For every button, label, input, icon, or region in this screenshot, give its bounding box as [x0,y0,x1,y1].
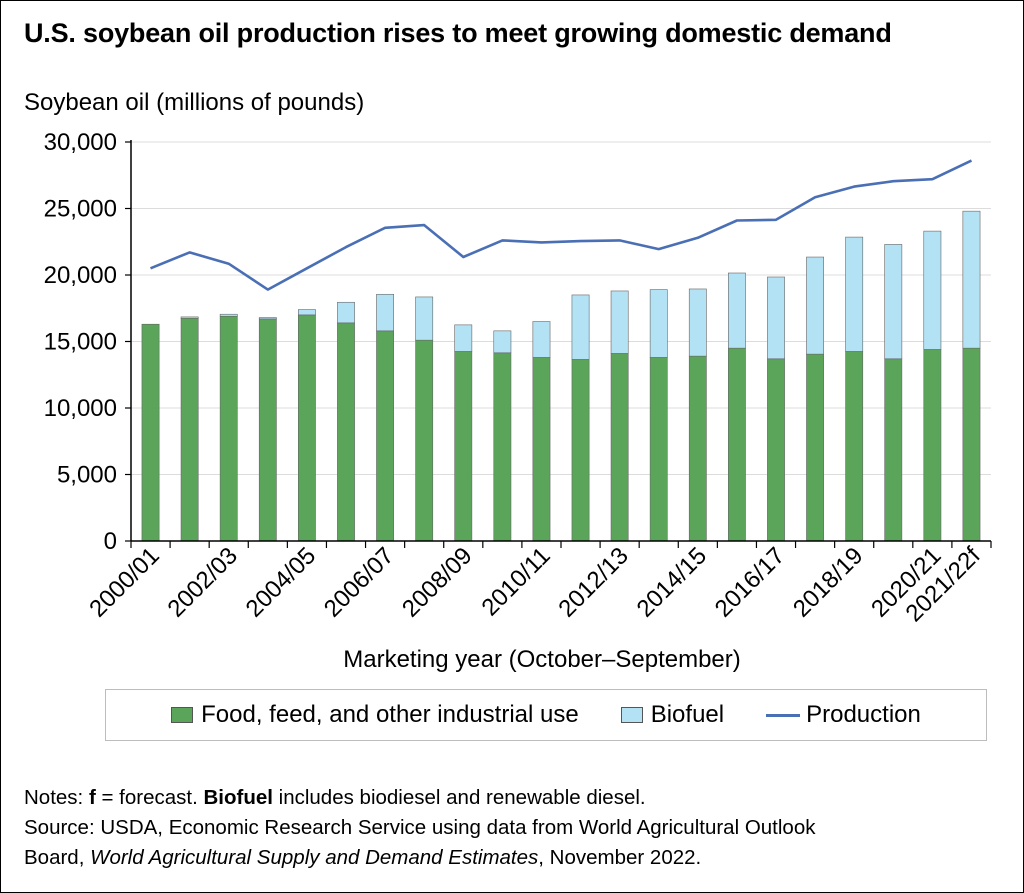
legend-item-production: Production [766,701,921,729]
notes-section: Notes: f = forecast. Biofuel includes bi… [24,783,815,873]
production-line [150,159,973,291]
legend-label-production: Production [806,701,921,728]
bar-biofuel [767,276,785,360]
bar-biofuel [180,316,199,319]
bar-biofuel [923,230,942,350]
bar-food [962,347,981,542]
bar-food [219,315,238,542]
y-axis-label: Soybean oil (millions of pounds) [24,89,364,116]
bar-food [141,323,160,542]
bar-food [493,352,512,542]
legend-label-food: Food, feed, and other industrial use [201,701,579,728]
x-tick-label: 2012/13 [553,542,633,622]
bar-biofuel [845,236,864,352]
x-tick-label: 2014/15 [632,542,712,622]
x-tick-label: 2002/03 [163,542,243,622]
legend-swatch-biofuel [620,707,643,723]
bar-food [454,351,473,542]
bar-food [688,355,707,542]
notes-line: Notes: f = forecast. Biofuel includes bi… [24,786,646,809]
bar-biofuel [571,294,590,360]
bar-biofuel [337,301,355,324]
bar-food [337,322,355,542]
y-tick-label: 15,000 [44,329,117,356]
bar-biofuel [962,210,981,349]
bar-biofuel [454,324,473,352]
bar-biofuel [415,296,434,341]
y-tick-label: 0 [104,528,117,555]
x-tick-label: 2000/01 [84,542,164,622]
legend-label-biofuel: Biofuel [650,701,725,728]
bars [141,210,981,542]
x-tick-label: 2018/19 [788,542,868,622]
x-axis-label: Marketing year (October–September) [343,646,741,673]
bar-food [415,339,434,542]
bar-biofuel [884,244,903,360]
bar-biofuel [806,256,824,355]
y-tick-label: 5,000 [57,462,117,489]
legend-item-biofuel: Biofuel [620,701,725,729]
bar-biofuel [298,309,316,316]
legend-swatch-food [171,707,194,723]
bar-biofuel [258,317,277,320]
x-tick-label: 2004/05 [241,542,321,622]
bar-biofuel [688,288,707,357]
bar-food [298,314,316,542]
bar-food [806,353,824,542]
bar-biofuel [728,272,746,349]
x-tick-label: 2010/11 [477,542,556,621]
x-tick-label: 2006/07 [319,542,399,622]
production-line-group [150,159,973,291]
bar-biofuel [610,290,629,354]
bar-food [767,358,785,542]
chart-area: Soybean oil (millions of pounds) 0 5,000 1… [24,89,992,673]
legend-item-food: Food, feed, and other industrial use [171,701,579,729]
bar-biofuel [649,289,668,358]
x-tick-label: 2016/17 [710,542,790,622]
bar-food [923,349,942,542]
source-line-1: Source: USDA, Economic Research Service … [24,816,816,839]
bar-food [258,318,277,542]
y-tick-label: 20,000 [44,262,117,289]
bar-food [845,351,864,542]
bar-food [610,353,629,542]
y-tick-label: 25,000 [44,196,117,223]
legend-swatch-production [766,713,801,717]
chart-title: U.S. soybean oil production rises to mee… [24,18,892,48]
bar-food [532,357,551,542]
bar-food [571,359,590,542]
bar-food [376,330,394,542]
y-tick-label: 10,000 [44,395,117,422]
y-tick-label: 30,000 [44,129,117,156]
bar-biofuel [219,313,238,317]
bar-food [728,347,746,542]
bar-biofuel [493,330,512,354]
bar-biofuel [376,293,394,332]
bar-food [180,317,199,542]
legend: Food, feed, and other industrial use Bio… [105,689,987,741]
x-tick-label: 2008/09 [397,542,477,622]
source-line-2: Board, World Agricultural Supply and Dem… [24,846,702,869]
bar-food [649,357,668,542]
bar-biofuel [532,321,551,358]
bar-food [884,358,903,542]
